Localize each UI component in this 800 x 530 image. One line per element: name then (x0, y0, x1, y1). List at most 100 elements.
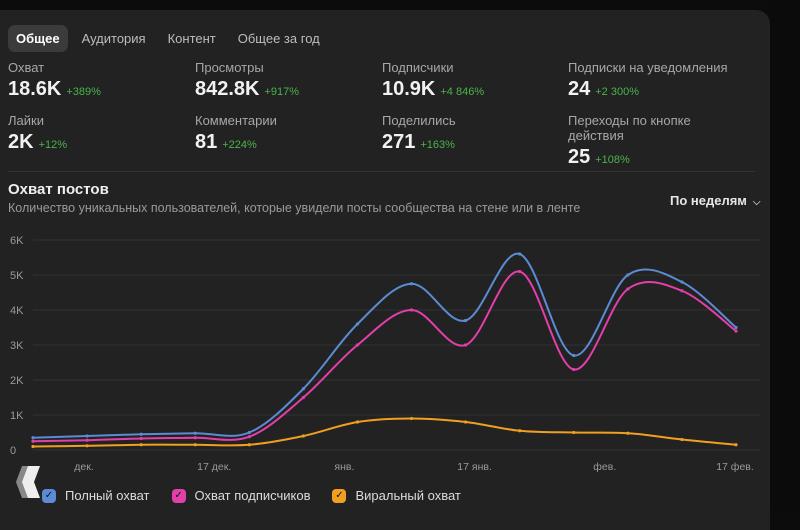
section-title: Охват постов (8, 181, 109, 198)
checkbox-icon[interactable]: ✓ (171, 488, 186, 503)
y-tick-label: 1K (10, 410, 24, 422)
data-point (409, 308, 414, 312)
data-point (680, 289, 684, 293)
data-point (572, 430, 576, 435)
period-dropdown[interactable]: По неделям ⌵ (670, 193, 761, 208)
stat-value: 842.8K (195, 78, 260, 100)
stat-likes: Лайки 2K +12% (8, 113, 188, 154)
data-point (626, 431, 630, 435)
tab-content[interactable]: Контент (167, 31, 216, 46)
data-point (626, 273, 630, 277)
stat-delta: +12% (38, 139, 68, 151)
period-label: По неделям (670, 193, 747, 208)
data-point (464, 318, 468, 323)
stat-value: 24 (568, 78, 591, 100)
stat-delta: +163% (420, 139, 455, 151)
stat-label: Подписки на уведомления (568, 60, 728, 75)
stat-action-button-clicks: Переходы по кнопке действия 25 +108% (568, 113, 748, 169)
stat-value: 25 (568, 146, 591, 168)
tab-year-summary[interactable]: Общее за год (237, 31, 320, 46)
data-point (247, 430, 251, 435)
data-point (626, 287, 630, 291)
y-tick-label: 2K (10, 375, 24, 387)
reach-chart: 0 1K 2K 3K 4K 5K 6K дек. 17 дек. янв. 17 янв. фев. 1… (10, 235, 760, 473)
stat-label: Лайки (8, 113, 44, 128)
tab-bar: Общее Аудитория Контент Общее за год (8, 25, 328, 52)
legend-item-subscriber-reach[interactable]: ✓ Охват подписчиков (171, 488, 311, 503)
x-tick-label: 17 фев. (716, 461, 754, 473)
data-point (193, 436, 197, 440)
data-point (31, 436, 35, 440)
legend-label: Охват подписчиков (194, 488, 311, 503)
data-point (247, 443, 251, 447)
x-tick-label: дек. (74, 461, 93, 473)
chart-legend: ✓ Полный охват ✓ Охват подписчиков ✓ Вир… (42, 488, 461, 503)
stat-reach: Охват 18.6K +389% (8, 60, 188, 101)
data-point (301, 387, 305, 391)
stat-label: Поделились (382, 113, 456, 128)
data-point (734, 329, 738, 333)
data-point (247, 435, 251, 439)
stat-value: 81 (195, 131, 218, 153)
stat-value: 18.6K (8, 78, 62, 100)
data-point (31, 444, 35, 449)
data-point (572, 367, 576, 372)
data-point (409, 416, 414, 421)
data-point (464, 420, 468, 424)
data-point (301, 434, 305, 438)
tab-general[interactable]: Общее (8, 25, 68, 52)
divider (8, 171, 755, 172)
series-line-full-reach (32, 252, 737, 439)
x-tick-label: фев. (593, 461, 616, 473)
stat-delta: +4 846% (440, 86, 485, 98)
stat-views: Просмотры 842.8K +917% (195, 60, 375, 101)
stats-grid: Охват 18.6K +389% Просмотры 842.8K +917% П… (8, 60, 768, 168)
stat-comments: Комментарии 81 +224% (195, 113, 375, 154)
stat-label: Комментарии (195, 113, 277, 128)
legend-item-viral-reach[interactable]: ✓ Виральный охват (332, 488, 461, 503)
data-point (518, 252, 522, 256)
data-point (85, 434, 89, 438)
data-point (355, 343, 360, 347)
stat-delta: +224% (222, 139, 257, 151)
data-point (85, 438, 89, 442)
y-tick-label: 6K (10, 235, 24, 247)
y-tick-label: 0 (10, 445, 16, 457)
checkbox-icon[interactable]: ✓ (332, 488, 347, 503)
app-logo-icon (16, 466, 40, 498)
section-subtitle: Количество уникальных пользователей, кот… (8, 201, 581, 215)
tab-audience[interactable]: Аудитория (81, 31, 146, 46)
stat-label: Просмотры (195, 60, 264, 75)
legend-item-full-reach[interactable]: ✓ Полный охват (42, 488, 150, 503)
stat-label: Охват (8, 60, 45, 75)
data-point (680, 280, 684, 284)
data-point (139, 436, 143, 441)
stat-delta: +389% (66, 86, 101, 98)
data-point (355, 420, 360, 424)
stat-shares: Поделились 271 +163% (382, 113, 562, 154)
data-point (139, 443, 143, 447)
data-point (31, 439, 35, 443)
chevron-down-icon: ⌵ (752, 197, 761, 208)
stat-notification-subscriptions: Подписки на уведомления 24 +2 300% (568, 60, 748, 101)
data-point (734, 443, 738, 447)
stat-delta: +2 300% (595, 86, 639, 98)
stat-subscribers: Подписчики 10.9K +4 846% (382, 60, 562, 101)
data-point (680, 437, 684, 442)
y-tick-label: 5K (10, 270, 24, 282)
data-point (355, 322, 360, 326)
stat-label: Переходы по кнопке действия (568, 113, 691, 143)
stat-value: 2K (8, 131, 34, 153)
stat-delta: +108% (595, 154, 630, 166)
data-point (193, 431, 197, 435)
page-background (770, 0, 800, 510)
data-point (464, 343, 468, 347)
checkbox-icon[interactable]: ✓ (42, 488, 56, 503)
data-point (409, 282, 414, 286)
data-point (139, 432, 143, 436)
series-line-viral-reach (32, 417, 737, 448)
x-tick-label: 17 янв. (457, 461, 492, 473)
legend-label: Полный охват (65, 488, 150, 503)
x-tick-label: 17 дек. (197, 461, 231, 473)
legend-label: Виральный охват (355, 488, 461, 503)
